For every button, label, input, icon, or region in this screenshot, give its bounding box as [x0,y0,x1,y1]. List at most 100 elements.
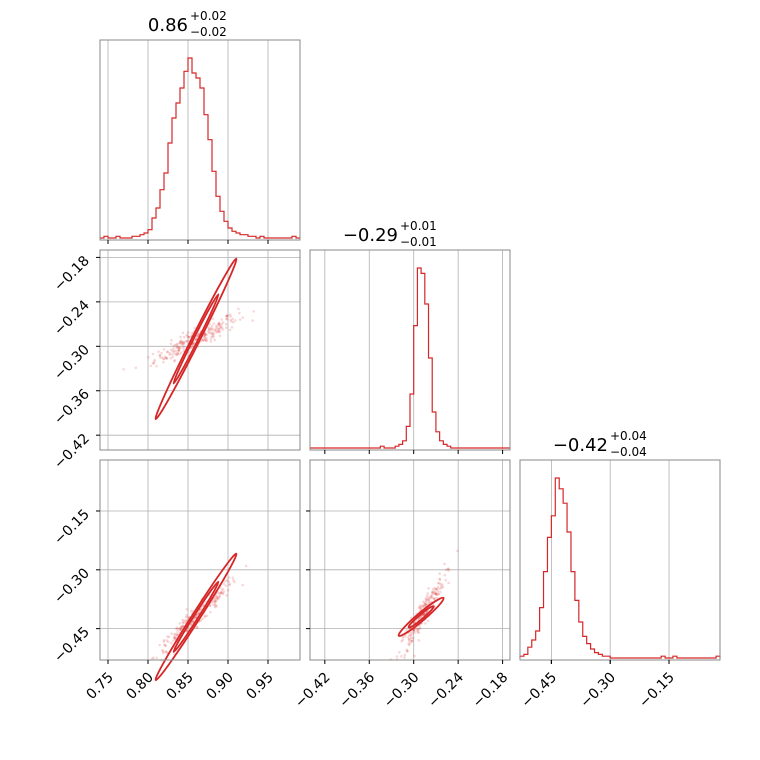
scatter-point [171,639,175,643]
scatter-point [432,591,435,594]
scatter-point [179,628,182,632]
scatter-point [233,319,237,322]
scatter-point [217,322,220,326]
scatter-point [159,356,162,359]
scatter-point [225,314,228,318]
scatter-point [174,349,178,353]
scatter-point [441,583,444,587]
scatter-point [209,337,213,341]
scatter-point [184,615,188,619]
scatter-point [181,341,184,345]
scatter-point [232,320,235,324]
scatter-point [178,341,182,345]
scatter-point [214,599,217,603]
scatter-point [217,330,221,334]
scatter-point [405,650,409,653]
tick-label-y-1-2: −0.30 [51,342,93,384]
scatter-point [228,313,232,316]
scatter-point [423,603,426,606]
tick-label-x-2-0: −0.45 [519,670,561,712]
scatter-point [186,616,190,619]
scatter-point [207,327,211,331]
scatter-point [217,324,221,327]
scatter-point [231,576,235,579]
scatter-point [173,359,176,363]
scatter-point [241,583,245,587]
tick-label-x-1-2: −0.30 [381,670,423,712]
scatter-point [226,314,229,317]
scatter-point [163,355,167,358]
scatter-point [173,636,177,640]
scatter-point [413,654,416,658]
scatter-point [213,602,217,606]
tick-label-x-1-1: −0.36 [336,669,378,711]
scatter-point [217,322,221,325]
scatter-point [199,607,202,611]
title-value-2: −0.42 [553,435,608,456]
scatter-point [182,335,186,339]
scatter-point [435,588,438,591]
panel-frame-pair-2 [309,459,511,661]
title-value-0: 0.86 [148,15,188,36]
scatter-point [219,326,223,330]
scatter-point [196,334,200,338]
scatter-point [147,356,150,359]
scatter-point [134,366,138,370]
scatter-point [195,613,199,617]
scatter-point [162,640,166,644]
scatter-point [176,346,180,350]
scatter-point [436,592,440,596]
scatter-point [406,649,409,653]
scatter-point [409,633,412,637]
scatter-point [165,639,169,642]
tick-label-x-0-2: 0.85 [163,670,196,703]
tick-label-x-0-1: 0.80 [123,670,156,703]
scatter-point [176,633,179,636]
scatter-point [215,324,218,328]
panel-frame-diag-2 [519,459,721,661]
scatter-point [428,597,432,600]
scatter-point [252,310,256,313]
scatter-point [155,364,158,368]
scatter-point [230,320,233,323]
scatter-point [172,347,175,350]
scatter-point [431,592,435,595]
scatter-point [218,592,221,595]
scatter-point [209,340,213,343]
scatter-point [224,322,228,326]
scatter-point [439,585,443,588]
scatter-point [419,606,423,610]
scatter-point [160,351,163,355]
scatter-point [411,630,415,634]
title-minus-0: −0.02 [190,25,227,39]
scatter-point [438,572,441,575]
scatter-point [185,339,189,343]
scatter-point [407,642,410,645]
scatter-point [195,625,198,629]
scatter-point [447,567,450,571]
scatter-point [204,333,207,336]
scatter-point [175,353,178,357]
scatter-point [158,353,162,357]
tick-label-y-2-0: −0.45 [51,624,93,666]
scatter-point [175,345,179,348]
scatter-point [122,367,125,371]
scatter-point [224,579,227,583]
scatter-point [225,578,229,582]
scatter-point [187,331,190,334]
scatter-point [436,590,440,593]
scatter-point [447,581,450,585]
scatter-point [418,626,422,629]
scatter-point [220,590,223,594]
scatter-point [217,328,220,331]
scatter-point [230,326,234,329]
scatter-point [175,634,178,638]
scatter-point [194,337,198,341]
scatter-point [423,603,427,606]
scatter-point [178,628,181,631]
scatter-point [211,328,215,331]
scatter-point [211,332,215,336]
scatter-point [423,622,427,625]
scatter-point [207,328,211,331]
scatter-point [209,331,213,335]
